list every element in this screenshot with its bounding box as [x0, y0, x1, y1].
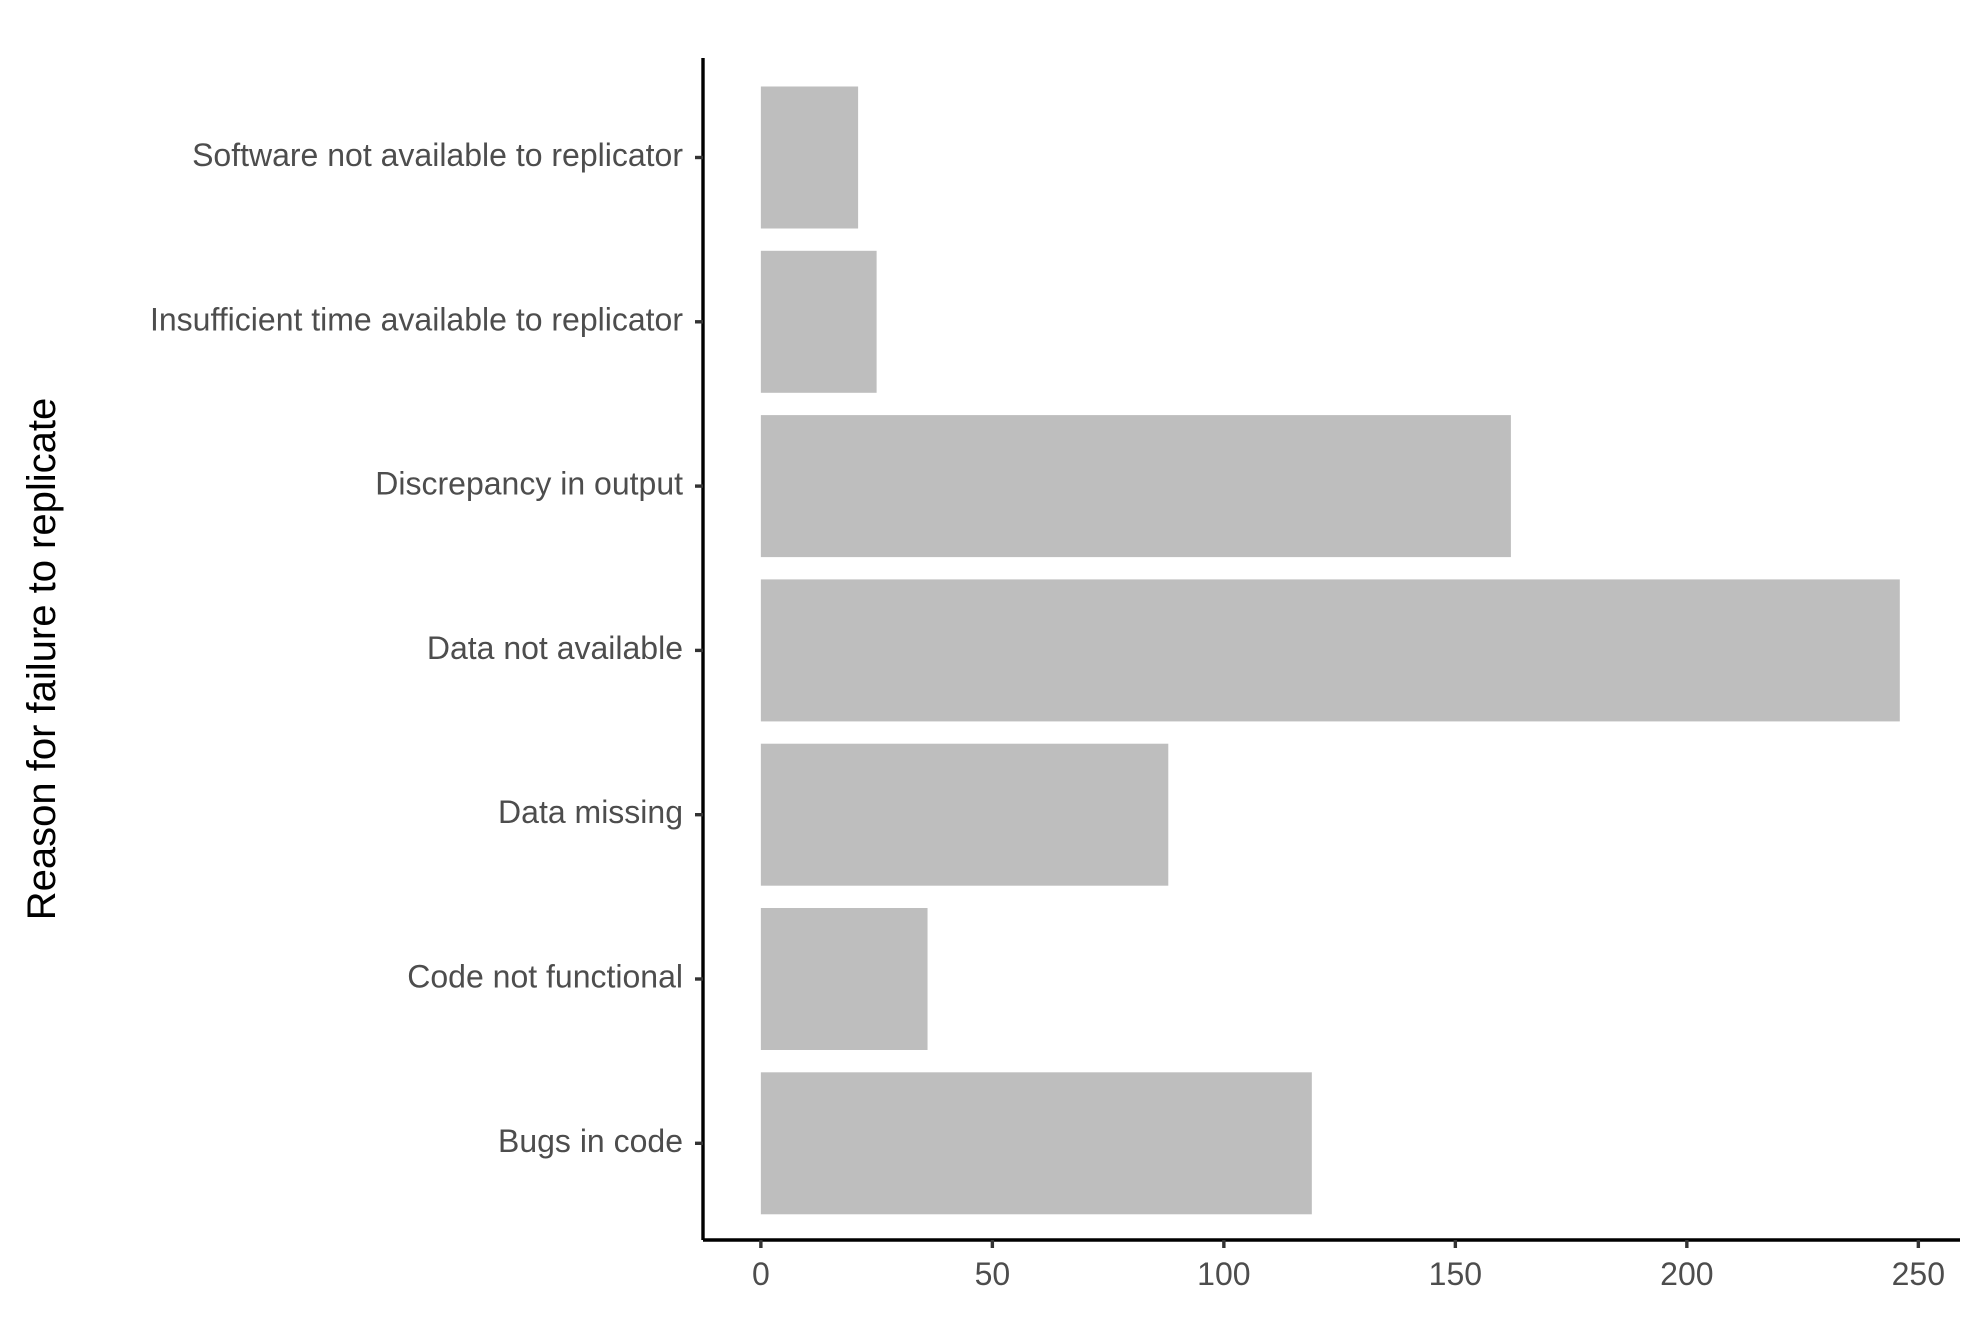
y-tick-label: Data missing — [498, 794, 683, 830]
y-tick-label: Software not available to replicator — [192, 137, 683, 173]
y-axis-ticks: Software not available to replicator Insu… — [150, 137, 703, 1159]
bars — [760, 86, 1900, 1215]
bar-6 — [760, 1072, 1312, 1215]
bar-1 — [760, 250, 877, 393]
bar-5 — [760, 908, 928, 1050]
x-tick-label: 0 — [752, 1256, 770, 1292]
x-tick-label: 250 — [1892, 1256, 1945, 1292]
x-tick-label: 100 — [1197, 1256, 1250, 1292]
x-tick-label: 200 — [1660, 1256, 1713, 1292]
y-axis-title: Reason for failure to replicate — [20, 398, 64, 921]
x-tick-label: 150 — [1429, 1256, 1482, 1292]
x-tick-label: 50 — [975, 1256, 1011, 1292]
bar-0 — [760, 86, 859, 229]
bar-2 — [760, 415, 1511, 558]
y-tick-label: Insufficient time available to replicato… — [150, 301, 683, 337]
y-tick-label: Data not available — [427, 630, 683, 666]
y-tick-label: Bugs in code — [498, 1123, 683, 1159]
x-axis-ticks: 0 50 100 150 200 250 — [752, 1240, 1945, 1292]
y-tick-label: Discrepancy in output — [375, 466, 683, 502]
bar-4 — [760, 743, 1169, 886]
y-tick-label: Code not functional — [407, 958, 683, 994]
bar-3 — [760, 579, 1900, 722]
